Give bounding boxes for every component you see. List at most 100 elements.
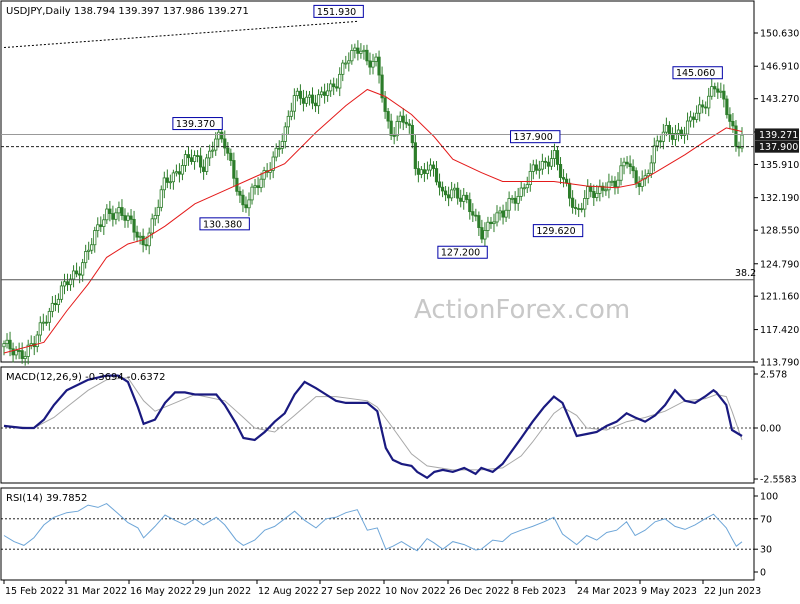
- candle: [534, 159, 538, 175]
- candle-body: [595, 192, 599, 198]
- candle-body: [707, 95, 711, 109]
- candle: [371, 53, 375, 75]
- candle-body: [326, 90, 330, 96]
- candle-body: [99, 224, 103, 227]
- candle-body: [226, 147, 230, 154]
- price-y-tick-label: 117.420: [760, 325, 799, 336]
- candle-body: [434, 168, 439, 183]
- candle: [244, 196, 248, 213]
- candle: [189, 149, 194, 165]
- candle-body: [619, 165, 623, 181]
- candle-body: [586, 186, 590, 199]
- fibonacci-label: 38.2: [735, 268, 756, 279]
- candle: [50, 296, 54, 318]
- candle-body: [731, 120, 735, 127]
- candle: [670, 127, 675, 146]
- x-tick-label: 9 May 2023: [641, 586, 697, 597]
- candle-body: [419, 169, 423, 175]
- candle-body: [401, 115, 405, 123]
- candle-body: [667, 124, 672, 134]
- candle: [232, 152, 236, 187]
- candle: [280, 133, 284, 154]
- candle-body: [262, 170, 266, 180]
- candle-body: [501, 210, 505, 218]
- candle-body: [78, 273, 82, 276]
- candle-body: [395, 121, 399, 137]
- x-axis: 15 Feb 2022 31 Mar 2022 16 May 2022 29 Jun …: [3, 580, 761, 597]
- price-tag-bg: [755, 140, 799, 153]
- candle: [462, 188, 466, 210]
- candle-body: [598, 185, 602, 194]
- candle-body: [93, 230, 97, 246]
- candle-body: [477, 215, 481, 228]
- candle: [162, 171, 166, 199]
- candle: [332, 77, 336, 96]
- candle: [416, 161, 420, 183]
- candle-body: [601, 185, 605, 191]
- candle-body: [564, 178, 569, 184]
- candle: [546, 155, 551, 175]
- candle-body: [543, 160, 548, 163]
- swing-label-box: [199, 217, 250, 231]
- candle-body: [443, 190, 448, 196]
- candle-body: [368, 60, 372, 68]
- candle-body: [486, 221, 490, 231]
- candle: [180, 159, 185, 181]
- candle: [701, 99, 705, 114]
- candle: [598, 179, 602, 202]
- candle-body: [392, 135, 396, 137]
- candle: [658, 135, 662, 149]
- candle-body: [310, 94, 315, 104]
- candle-body: [90, 244, 94, 251]
- candle-body: [102, 219, 106, 227]
- candle-body: [105, 208, 109, 221]
- candle-body: [126, 215, 130, 221]
- candle: [540, 153, 544, 175]
- macd-layer: 2.578 0.00 -2.5583: [1, 370, 797, 486]
- candle-body: [147, 232, 151, 247]
- candle-body: [483, 230, 487, 240]
- candle-body: [431, 164, 436, 169]
- swing-label-text: 151.930: [317, 7, 356, 18]
- candle-body: [35, 334, 39, 348]
- candle: [319, 86, 324, 98]
- candle: [271, 151, 275, 179]
- candle-body: [211, 149, 215, 152]
- price-y-tick-label: 132.190: [760, 193, 799, 204]
- x-tick-label: 12 Aug 2022: [258, 586, 319, 597]
- rsi-panel-header: RSI(14) 39.7852: [6, 493, 87, 504]
- candle-body: [616, 179, 620, 188]
- candle: [392, 127, 396, 145]
- candle-body: [728, 114, 732, 122]
- candle-body: [574, 207, 578, 209]
- candle-body: [634, 170, 638, 184]
- candle: [117, 201, 121, 222]
- candle: [23, 351, 27, 366]
- rsi-y-tick-label: 30: [760, 545, 772, 556]
- candle-body: [295, 90, 299, 96]
- candle-body: [416, 168, 420, 175]
- candle-body: [489, 221, 493, 225]
- macd-signal-line: [3, 377, 743, 471]
- swing-label-box: [172, 117, 223, 131]
- candle-body: [307, 94, 312, 98]
- candle: [447, 186, 451, 207]
- price-y-tick-label: 124.790: [760, 259, 799, 270]
- price-tag-label: 137.900: [759, 142, 798, 153]
- rsi-y-tick-label: 100: [760, 492, 778, 503]
- candle-body: [610, 180, 614, 183]
- candle: [159, 185, 163, 212]
- candle: [20, 342, 24, 364]
- candle: [640, 170, 644, 192]
- candle-body: [96, 224, 100, 231]
- candle: [238, 186, 242, 203]
- candle: [304, 90, 309, 107]
- candle-body: [335, 86, 339, 89]
- candle-body: [23, 356, 27, 359]
- candle: [81, 258, 85, 282]
- candle-body: [607, 181, 611, 191]
- candle: [667, 121, 672, 143]
- candle-body: [552, 150, 557, 160]
- candle-body: [162, 177, 166, 191]
